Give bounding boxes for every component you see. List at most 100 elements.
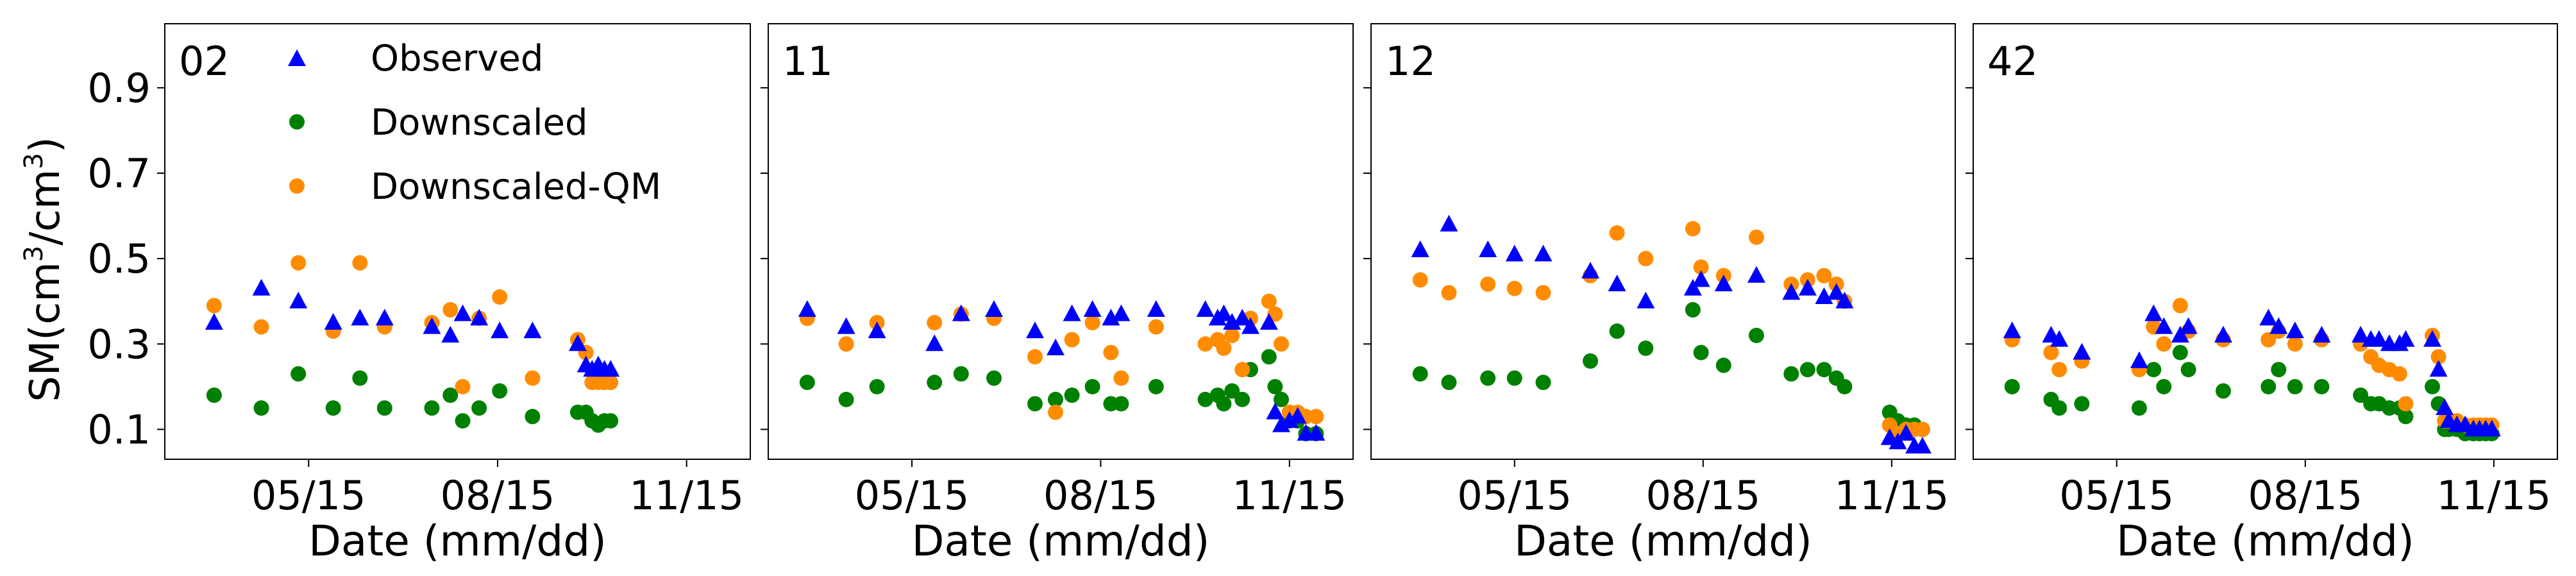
observed-point: [1280, 411, 1299, 428]
downscaled-point: [1027, 396, 1043, 412]
y-axis-label: SM(cm3/cm3): [19, 137, 69, 402]
downscaled_qm-point: [1197, 336, 1213, 352]
observed-point: [2003, 321, 2021, 339]
downscaled_qm-point: [253, 319, 269, 335]
x-tick-label: 08/15: [1043, 472, 1158, 519]
x-tick-label: 05/15: [2059, 472, 2174, 519]
downscaled-point: [1799, 362, 1815, 378]
downscaled-point: [869, 378, 885, 394]
panel-11: 05/15 08/15 11/15 11 Date (mm/dd): [761, 23, 1354, 566]
downscaled_qm-point: [2043, 344, 2059, 360]
observed-point: [2130, 351, 2148, 368]
observed-point: [1272, 415, 1290, 432]
panel-12: 05/15 08/15 11/15 12 Date (mm/dd): [1363, 23, 1956, 566]
downscaled-point: [1685, 302, 1701, 318]
observed-point: [1534, 244, 1553, 262]
y-axis-label-exp2: 3: [19, 153, 49, 169]
observed-point: [1307, 424, 1326, 441]
observed-point: [470, 309, 489, 326]
downscaled-point: [2353, 387, 2369, 403]
observed-point: [1782, 283, 1801, 300]
downscaled-point: [492, 383, 508, 399]
legend-downscaled-qm-marker: [289, 178, 305, 194]
downscaled-point: [2180, 362, 2196, 378]
downscaled_qm-point: [1506, 280, 1522, 296]
observed-point: [1411, 240, 1429, 257]
downscaled_qm-point: [1609, 225, 1625, 241]
downscaled-point: [2314, 378, 2330, 394]
series-downscaled_qm: [206, 255, 619, 394]
y-tick-label: 0.9: [87, 65, 151, 112]
downscaled_qm-point: [927, 314, 943, 330]
downscaled_qm-point: [2391, 366, 2407, 382]
observed-point: [798, 300, 816, 318]
downscaled-point: [2260, 378, 2277, 394]
legend: Observed Downscaled Downscaled-QM: [288, 38, 661, 208]
downscaled_qm-point: [455, 378, 471, 394]
observed-point: [2269, 317, 2288, 334]
downscaled-point: [1837, 378, 1853, 394]
downscaled_qm-point: [1816, 267, 1832, 284]
downscaled-point: [927, 375, 943, 391]
observed-point: [837, 317, 855, 334]
downscaled_qm-point: [206, 298, 222, 314]
observed-point: [868, 321, 886, 339]
observed-point: [423, 317, 441, 334]
y-tick-label: 0.1: [87, 406, 151, 453]
downscaled-point: [603, 413, 619, 429]
observed-point: [1102, 309, 1120, 326]
x-tick-label: 05/15: [1457, 472, 1572, 519]
downscaled_qm-point: [1441, 285, 1457, 301]
observed-point: [1683, 278, 1702, 296]
x-tick-label: 05/15: [855, 472, 970, 519]
downscaled_qm-point: [352, 255, 368, 271]
observed-point: [324, 312, 342, 330]
observed-point: [1581, 262, 1600, 279]
downscaled-point: [471, 400, 487, 416]
downscaled_qm-point: [1685, 221, 1701, 237]
observed-point: [375, 309, 394, 326]
observed-point: [1083, 300, 1102, 318]
series-observed: [1411, 214, 1932, 454]
downscaled-point: [2398, 409, 2414, 425]
series-observed: [798, 300, 1326, 441]
downscaled_qm-point: [1216, 340, 1232, 356]
downscaled-point: [525, 409, 541, 425]
observed-point: [1815, 287, 1833, 305]
observed-point: [1637, 291, 1655, 309]
y-axis-label-main: SM(cm: [22, 262, 69, 402]
downscaled-point: [1197, 391, 1213, 407]
y-tick-label: 0.7: [87, 150, 151, 197]
series-downscaled_qm: [2004, 298, 2500, 433]
observed-point: [952, 304, 970, 321]
observed-point: [1692, 270, 1710, 287]
downscaled_qm-point: [1064, 332, 1080, 348]
downscaled_qm-point: [2398, 396, 2414, 412]
observed-point: [2482, 419, 2501, 437]
observed-point: [1259, 312, 1278, 330]
downscaled_qm-point: [290, 255, 307, 271]
downscaled-point: [206, 387, 222, 403]
downscaled_qm-point: [1638, 251, 1654, 267]
observed-point: [1223, 312, 1242, 330]
legend-downscaled-marker: [289, 114, 305, 130]
downscaled_qm-point: [2430, 349, 2446, 365]
downscaled-point: [1715, 357, 1731, 373]
downscaled-point: [325, 400, 341, 416]
downscaled-point: [1638, 340, 1654, 356]
observed-point: [1440, 214, 1458, 232]
series-downscaled: [1412, 302, 1930, 437]
observed-point: [925, 334, 944, 352]
downscaled-point: [1261, 349, 1277, 365]
panel-frame: [164, 23, 751, 460]
observed-point: [1112, 304, 1131, 321]
x-axis-label: Date (mm/dd): [308, 516, 607, 566]
observed-point: [1063, 304, 1081, 321]
downscaled-point: [2271, 362, 2287, 378]
x-tick-label: 11/15: [1232, 472, 1347, 519]
observed-point: [1288, 407, 1307, 424]
observed-point: [2179, 317, 2198, 334]
observed-point: [2352, 325, 2370, 343]
observed-point: [2144, 304, 2163, 321]
